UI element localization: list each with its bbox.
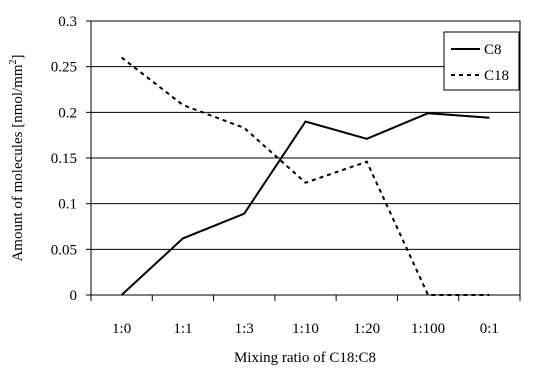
series-lines: [120, 56, 490, 296]
y-axis-ticks: 0 0.05 0.1 0.15 0.2 0.25 0.3: [51, 14, 91, 304]
x-tick-label: 1:3: [235, 321, 254, 337]
legend-label-c8: C8: [484, 42, 502, 58]
legend-label-c18: C18: [484, 68, 509, 84]
series-line-c8: [120, 112, 490, 296]
y-tick-label: 0.05: [51, 242, 77, 258]
y-tick-label: 0: [70, 288, 78, 304]
y-axis-label-suffix: ]: [10, 54, 26, 59]
legend: C8 C18: [443, 31, 520, 91]
y-tick-label: 0.3: [58, 14, 77, 30]
x-tick-label: 1:10: [292, 321, 319, 337]
x-tick-label: 0:1: [480, 321, 499, 337]
x-axis-label: Mixing ratio of C18:C8: [234, 350, 376, 366]
y-tick-label: 0.25: [51, 60, 77, 76]
y-axis-label-superscript: 2: [8, 59, 19, 64]
y-tick-label: 0.1: [58, 197, 77, 213]
series-line-c18: [120, 56, 490, 296]
legend-box: [443, 31, 520, 91]
y-tick-label: 0.15: [51, 151, 77, 167]
y-tick-label: 0.2: [58, 105, 77, 121]
y-axis-label-main: Amount of molecules [nmol/mm: [10, 64, 26, 261]
gridlines: [91, 66, 520, 250]
x-axis-ticks: 1:0 1:1 1:3 1:10 1:20 1:100 0:1: [90, 295, 521, 337]
x-tick-label: 1:100: [411, 321, 445, 337]
x-tick-label: 1:1: [173, 321, 192, 337]
x-tick-label: 1:20: [353, 321, 380, 337]
y-axis-label: Amount of molecules [nmol/mm2]: [8, 54, 26, 261]
x-tick-label: 1:0: [112, 321, 131, 337]
